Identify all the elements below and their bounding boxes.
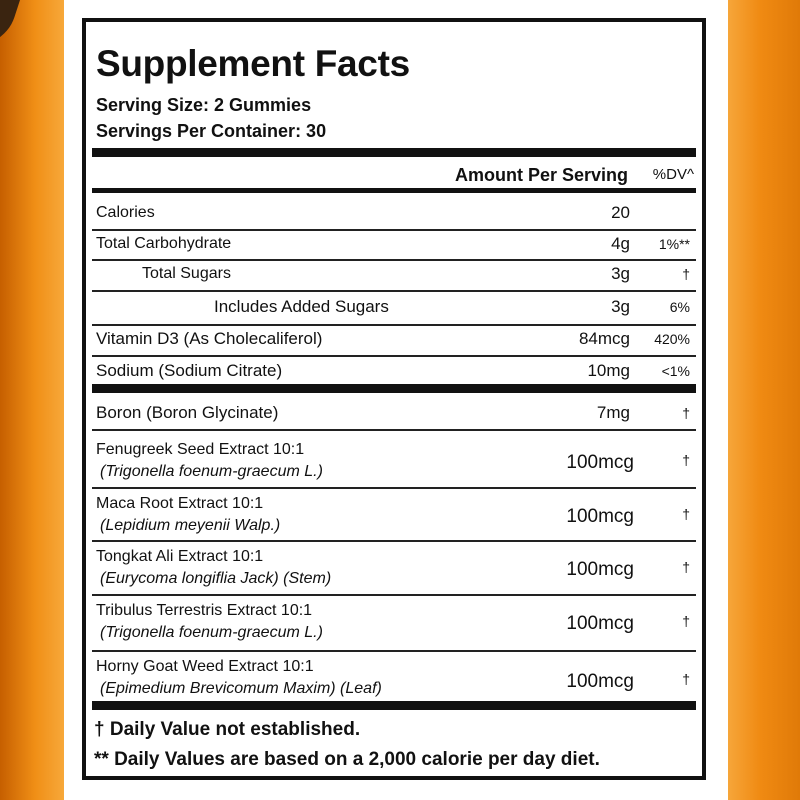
top-rule <box>92 148 696 157</box>
ingredient-dv: † <box>682 613 690 629</box>
row-divider <box>92 355 696 357</box>
ingredient-dv: † <box>682 405 690 421</box>
nutrient-name: Includes Added Sugars <box>214 297 389 316</box>
ingredient-name: Maca Root Extract 10:1 <box>96 495 264 512</box>
bottle-left-edge <box>0 0 64 800</box>
ingredient-name: Fenugreek Seed Extract 10:1 <box>96 441 305 458</box>
ingredient-latin: (Lepidium meyenii Walp.) <box>100 517 281 534</box>
ingredient-latin: (Eurycoma longiflia Jack) (Stem) <box>100 570 332 587</box>
ingredient-latin: (Trigonella foenum-graecum L.) <box>100 463 323 480</box>
nutrient-amount: 3g <box>611 297 630 316</box>
panel-title: Supplement Facts <box>96 43 410 84</box>
row-divider <box>92 487 696 489</box>
ingredients-end-rule <box>92 701 696 710</box>
ingredient-amount: 100mcg <box>566 671 634 692</box>
nutrient-name: Calories <box>96 204 155 221</box>
header-rule <box>92 188 696 193</box>
ingredient-latin: (Trigonella foenum-graecum L.) <box>100 624 323 641</box>
nutrient-name: Sodium (Sodium Citrate) <box>96 361 283 380</box>
ingredient-amount: 100mcg <box>566 506 634 527</box>
row-divider <box>92 259 696 261</box>
row-divider <box>92 229 696 231</box>
bottle-right-edge <box>728 0 800 800</box>
nutrient-dv: 1%** <box>658 236 690 252</box>
ingredient-name: Tongkat Ali Extract 10:1 <box>96 548 264 565</box>
supplement-facts-panel: Supplement Facts Serving Size: 2 Gummies… <box>82 18 706 780</box>
nutrient-amount: 3g <box>611 264 630 283</box>
nutrient-amount: 20 <box>611 203 630 222</box>
footnote-daily-values: ** Daily Values are based on a 2,000 cal… <box>94 749 600 770</box>
nutrient-dv: † <box>682 266 690 282</box>
row-divider <box>92 429 696 431</box>
ingredient-dv: † <box>682 559 690 575</box>
row-divider <box>92 290 696 292</box>
ingredient-dv: † <box>682 452 690 468</box>
row-divider <box>92 540 696 542</box>
ingredient-latin: (Epimedium Brevicomum Maxim) (Leaf) <box>100 680 382 697</box>
ingredient-amount: 100mcg <box>566 559 634 580</box>
ingredient-dv: † <box>682 671 690 687</box>
ingredient-amount: 100mcg <box>566 613 634 634</box>
ingredient-name: Horny Goat Weed Extract 10:1 <box>96 658 314 675</box>
ingredient-amount: 7mg <box>596 403 630 422</box>
row-divider <box>92 650 696 652</box>
nutrient-name: Total Sugars <box>142 265 231 282</box>
nutrient-dv: <1% <box>661 363 690 379</box>
ingredient-dv: † <box>682 506 690 522</box>
nutrient-amount: 4g <box>611 234 630 253</box>
ingredient-name: Tribulus Terrestris Extract 10:1 <box>96 602 313 619</box>
nutrient-name: Total Carbohydrate <box>96 235 232 252</box>
nutrient-dv: 420% <box>654 331 690 347</box>
nutrient-dv: 6% <box>669 299 690 315</box>
ingredient-name: Boron (Boron Glycinate) <box>96 403 279 422</box>
nutrients-end-rule <box>92 384 696 393</box>
nutrient-amount: 84mcg <box>578 329 630 348</box>
nutrient-name: Vitamin D3 (As Cholecaliferol) <box>96 329 323 348</box>
row-divider <box>92 594 696 596</box>
row-divider <box>92 324 696 326</box>
ingredient-amount: 100mcg <box>566 452 634 473</box>
header-dv: %DV^ <box>652 166 694 183</box>
nutrient-amount: 10mg <box>587 361 630 380</box>
footnote-dagger: † Daily Value not established. <box>94 719 361 740</box>
serving-size: Serving Size: 2 Gummies <box>96 95 312 115</box>
header-amount: Amount Per Serving <box>454 165 628 185</box>
servings-per-container: Servings Per Container: 30 <box>96 121 327 141</box>
